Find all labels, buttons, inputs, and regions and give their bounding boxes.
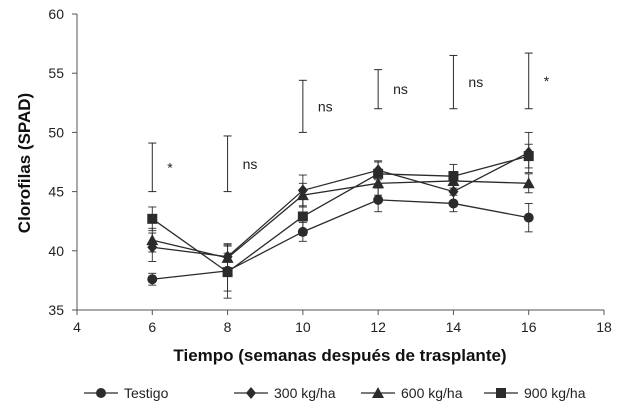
x-tick-label: 6 xyxy=(148,319,156,335)
x-tick-label: 18 xyxy=(596,319,612,335)
data-point-square xyxy=(523,151,534,162)
data-point-circle xyxy=(147,274,158,285)
x-axis-title: Tiempo (semanas después de trasplante) xyxy=(173,346,506,365)
data-point-diamond xyxy=(448,185,459,198)
series-line-1 xyxy=(152,199,529,280)
significance-annotations: * ns ns ns ns * xyxy=(148,52,550,193)
y-tick-label: 55 xyxy=(48,65,64,81)
data-point-square xyxy=(373,168,384,179)
legend-label: Testigo xyxy=(124,385,169,401)
x-tick-label: 4 xyxy=(73,319,81,335)
legend-marker-circle xyxy=(96,388,106,398)
series-markers xyxy=(146,146,535,285)
series-line-3 xyxy=(152,180,529,259)
significance-label: * xyxy=(167,159,173,175)
legend-label: 900 kg/ha xyxy=(524,385,586,401)
data-point-triangle xyxy=(296,189,309,201)
data-point-square xyxy=(297,211,308,222)
legend-label: 600 kg/ha xyxy=(401,385,463,401)
series-lines xyxy=(151,151,530,280)
series-line-2 xyxy=(152,151,530,258)
legend: Testigo 300 kg/ha 600 kg/ha 900 kg/ha xyxy=(84,385,586,401)
data-point-square xyxy=(222,267,233,278)
y-tick-label: 60 xyxy=(48,6,64,22)
significance-label: ns xyxy=(468,74,483,90)
y-tick-label: 35 xyxy=(48,302,64,318)
y-tick-label: 40 xyxy=(48,243,64,259)
data-point-square xyxy=(147,213,158,224)
y-tick-label: 45 xyxy=(48,184,64,200)
y-tick-label: 50 xyxy=(48,124,64,140)
data-point-circle xyxy=(373,194,384,205)
legend-marker-diamond xyxy=(246,387,256,399)
series-line-4 xyxy=(151,155,529,273)
data-point-circle xyxy=(448,198,459,209)
data-point-triangle xyxy=(221,251,234,263)
x-tick-label: 12 xyxy=(370,319,386,335)
x-tick-label: 16 xyxy=(521,319,537,335)
significance-label: ns xyxy=(318,98,333,114)
data-point-triangle xyxy=(372,177,385,189)
data-point-circle xyxy=(297,226,308,237)
significance-label: ns xyxy=(393,81,408,97)
legend-marker-triangle xyxy=(372,387,384,398)
x-tick-label: 10 xyxy=(295,319,311,335)
y-axis-title: Clorofilas (SPAD) xyxy=(15,93,34,233)
legend-label: 300 kg/ha xyxy=(274,385,336,401)
significance-label: * xyxy=(544,73,550,89)
axes: 4 6 8 10 12 14 16 18 35 40 45 50 55 60 xyxy=(48,6,612,335)
data-point-triangle xyxy=(522,177,535,189)
x-tick-label: 8 xyxy=(224,319,232,335)
legend-marker-square xyxy=(496,388,506,398)
data-point-circle xyxy=(523,212,534,223)
x-tick-label: 14 xyxy=(446,319,462,335)
significance-label: ns xyxy=(243,156,258,172)
data-point-square xyxy=(448,171,459,182)
data-point-triangle xyxy=(146,234,159,246)
